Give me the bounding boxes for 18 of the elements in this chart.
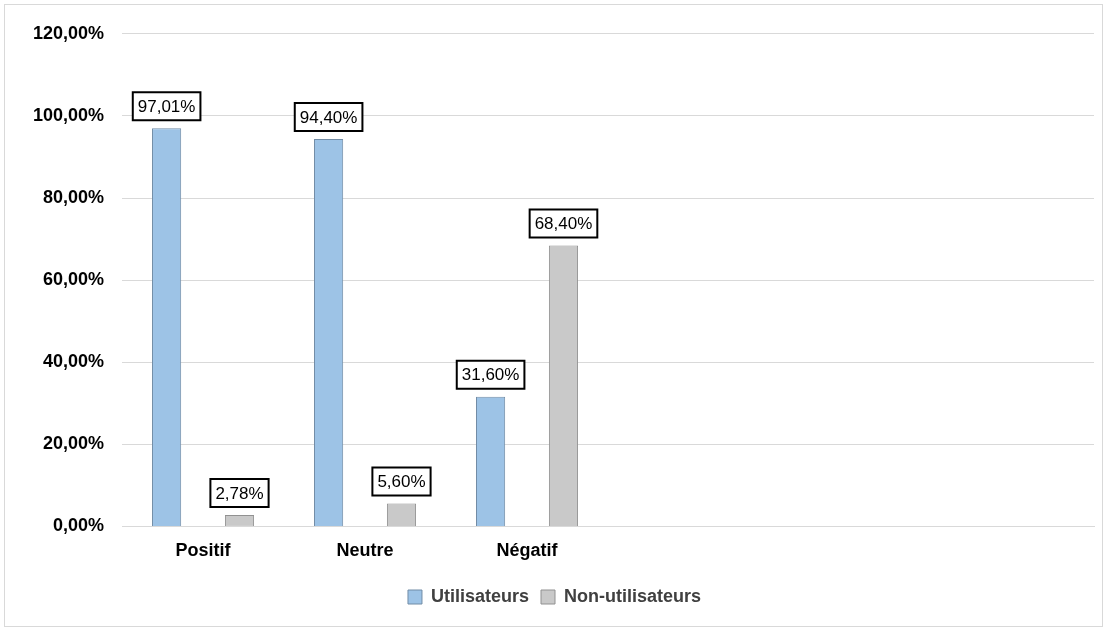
data-label: 94,40% [299,107,358,127]
y-tick-label: 80,00% [43,186,105,207]
data-label: 31,60% [461,365,520,385]
legend-label: Utilisateurs [430,585,530,606]
data-label: 2,78% [215,483,264,503]
data-label: 68,40% [534,214,593,234]
y-tick-label: 0,00% [53,515,105,536]
x-tick-label: Positif [175,540,232,561]
x-tick-label: Négatif [496,540,559,561]
x-tick-label: Neutre [336,540,394,561]
legend-label: Non-utilisateurs [564,585,702,606]
y-tick-label: 100,00% [33,104,105,125]
data-label: 5,60% [377,472,426,492]
y-tick-label: 120,00% [33,22,105,43]
data-label: 97,01% [137,96,196,116]
y-tick-label: 60,00% [43,269,105,290]
y-tick-label: 40,00% [43,351,105,372]
y-tick-label: 20,00% [43,433,105,454]
